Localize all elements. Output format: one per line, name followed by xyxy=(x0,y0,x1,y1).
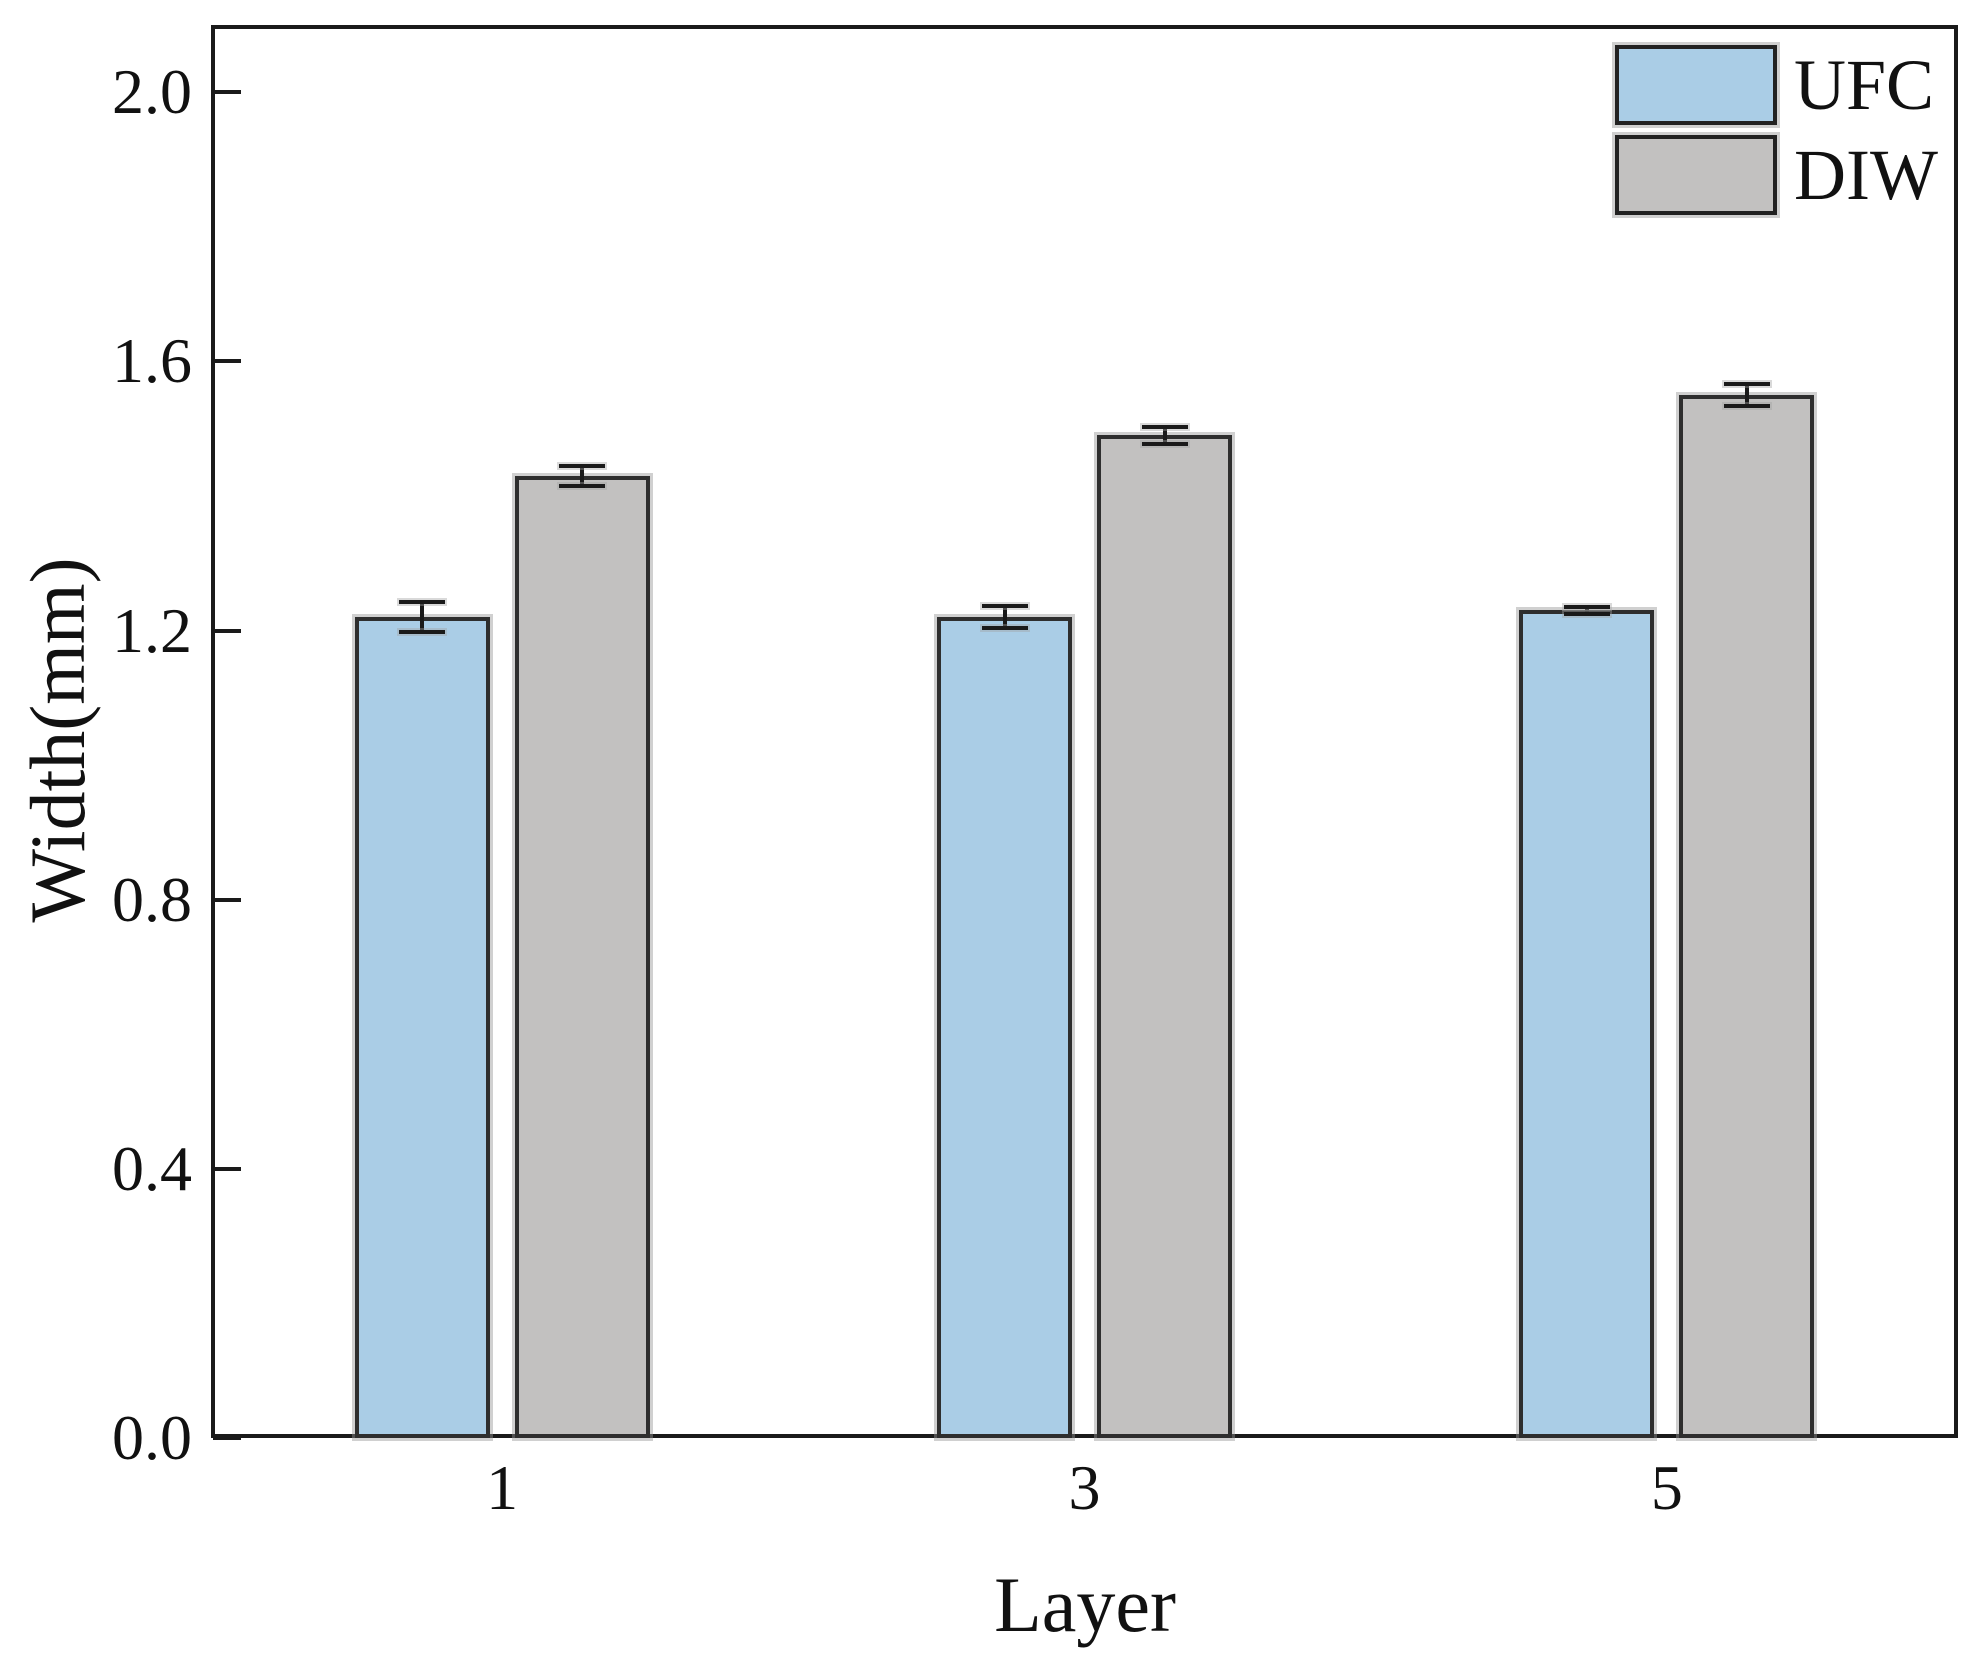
error-bar-stem xyxy=(420,602,425,632)
x-tick-label: 5 xyxy=(1650,1452,1683,1523)
legend-label-ufc: UFC xyxy=(1794,45,1935,125)
x-tick-label: 3 xyxy=(1068,1452,1101,1523)
y-tick-mark xyxy=(213,359,241,364)
bar-diw-layer1 xyxy=(514,475,650,1438)
y-tick-label: 0.8 xyxy=(112,863,192,935)
bar-ufc-layer1 xyxy=(354,617,490,1438)
error-bar-cap xyxy=(1563,611,1610,616)
x-tick-label: 1 xyxy=(486,1452,519,1523)
error-bar-stem xyxy=(1162,427,1167,444)
error-bar-cap xyxy=(559,483,606,488)
error-bar-cap xyxy=(1141,425,1188,430)
x-axis-title: Layer xyxy=(994,1561,1176,1648)
legend-swatch-diw xyxy=(1615,135,1777,215)
y-tick-label: 2.0 xyxy=(112,56,192,128)
y-axis-title: Width(mm) xyxy=(14,557,101,923)
bar-diw-layer5 xyxy=(1679,395,1815,1438)
bar-ufc-layer3 xyxy=(937,617,1072,1438)
error-bar-cap xyxy=(399,629,446,634)
y-tick-label: 0.0 xyxy=(112,1402,192,1473)
error-bar-stem xyxy=(580,465,585,486)
error-bar-cap xyxy=(981,604,1028,609)
y-tick-label: 1.2 xyxy=(112,594,192,666)
error-bar-cap xyxy=(559,463,606,468)
y-tick-mark xyxy=(213,1436,241,1440)
error-bar-cap xyxy=(1723,403,1770,408)
error-bar-stem xyxy=(1002,606,1007,628)
error-bar-cap xyxy=(1141,441,1188,446)
y-tick-mark xyxy=(213,628,241,633)
y-tick-label: 1.6 xyxy=(112,325,192,397)
y-tick-label: 0.4 xyxy=(112,1132,192,1204)
legend-label-diw: DIW xyxy=(1794,135,1938,215)
bar-ufc-layer5 xyxy=(1519,610,1655,1438)
error-bar-cap xyxy=(981,625,1028,630)
legend-swatch-ufc xyxy=(1615,45,1777,125)
y-tick-mark xyxy=(213,90,241,95)
error-bar-stem xyxy=(1584,607,1589,614)
error-bar-cap xyxy=(1723,382,1770,387)
y-tick-mark xyxy=(213,1166,241,1171)
bar-diw-layer3 xyxy=(1097,435,1232,1438)
plot-area xyxy=(211,25,1958,1438)
error-bar-cap xyxy=(1563,605,1610,610)
y-tick-mark xyxy=(213,897,241,902)
error-bar-stem xyxy=(1744,384,1749,406)
error-bar-cap xyxy=(399,600,446,605)
